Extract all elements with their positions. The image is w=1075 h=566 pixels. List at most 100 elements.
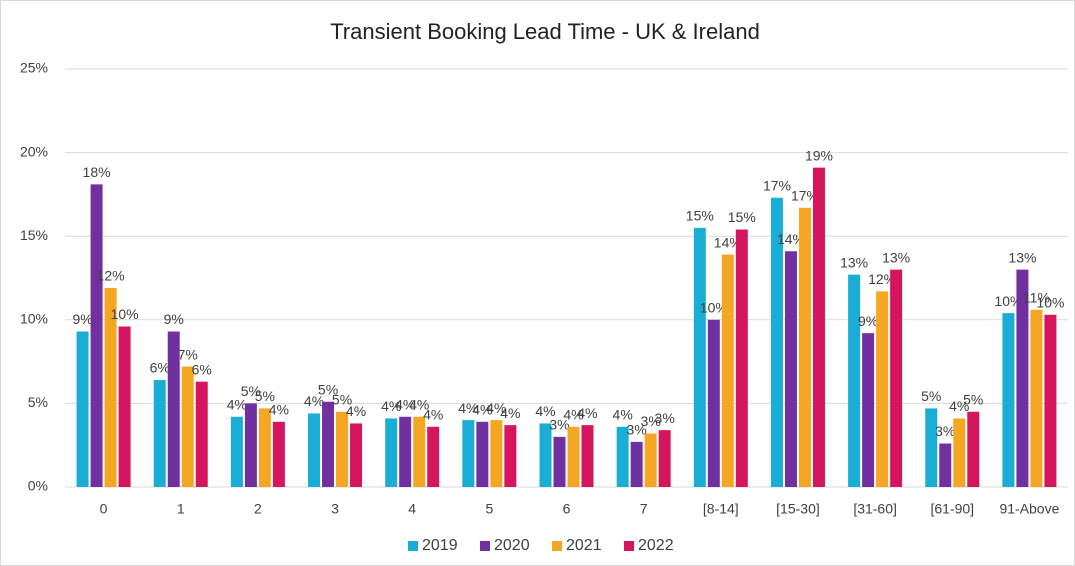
data-label: 17% bbox=[791, 187, 819, 203]
bar bbox=[644, 433, 657, 487]
bar bbox=[181, 366, 194, 487]
data-label: 4% bbox=[395, 396, 415, 412]
x-tick-label: [15-30] bbox=[776, 501, 820, 517]
data-label: 4% bbox=[346, 403, 366, 419]
bar bbox=[707, 319, 720, 487]
data-label: 5% bbox=[255, 388, 275, 404]
legend-label: 2021 bbox=[566, 537, 602, 554]
chart-title: Transient Booking Lead Time - UK & Irela… bbox=[330, 19, 760, 44]
bar bbox=[350, 423, 363, 487]
x-tick-label: 7 bbox=[640, 501, 648, 517]
data-label: 12% bbox=[97, 268, 125, 284]
bar bbox=[798, 207, 811, 487]
bar bbox=[967, 411, 980, 487]
bar bbox=[490, 420, 503, 487]
data-label: 6% bbox=[150, 360, 170, 376]
data-label: 4% bbox=[577, 405, 597, 421]
bar bbox=[1030, 309, 1043, 487]
data-label: 4% bbox=[486, 400, 506, 416]
bar bbox=[413, 416, 426, 487]
data-label: 4% bbox=[500, 405, 520, 421]
bar bbox=[258, 408, 271, 487]
bar bbox=[848, 274, 861, 487]
legend-swatch bbox=[624, 541, 634, 551]
data-label: 3% bbox=[641, 413, 661, 429]
legend-swatch bbox=[480, 541, 490, 551]
data-label: 5% bbox=[921, 388, 941, 404]
bar bbox=[953, 418, 966, 487]
x-tick-label: [8-14] bbox=[703, 501, 739, 517]
bar bbox=[462, 420, 475, 487]
bar bbox=[167, 331, 180, 487]
data-label: 5% bbox=[241, 383, 261, 399]
x-tick-label: 6 bbox=[563, 501, 571, 517]
x-tick-label: 0 bbox=[100, 501, 108, 517]
data-label: 10% bbox=[700, 300, 728, 316]
bar bbox=[308, 413, 321, 487]
bar bbox=[925, 408, 938, 487]
bar bbox=[812, 167, 825, 487]
bar bbox=[630, 441, 643, 487]
data-label: 4% bbox=[472, 401, 492, 417]
data-label: 13% bbox=[882, 249, 910, 265]
bar bbox=[616, 426, 629, 487]
data-label: 18% bbox=[83, 164, 111, 180]
bar bbox=[504, 425, 517, 487]
bar bbox=[581, 425, 594, 487]
data-label: 12% bbox=[868, 271, 896, 287]
bar bbox=[90, 184, 103, 488]
bar bbox=[862, 333, 875, 487]
data-label: 19% bbox=[805, 147, 833, 163]
bar bbox=[658, 430, 671, 487]
data-label: 6% bbox=[192, 361, 212, 377]
y-tick-label: 20% bbox=[20, 143, 48, 159]
data-label: 13% bbox=[840, 254, 868, 270]
bar bbox=[322, 401, 335, 487]
y-tick-label: 0% bbox=[28, 478, 48, 494]
bar bbox=[427, 426, 440, 487]
x-tick-label: [61-90] bbox=[930, 501, 974, 517]
data-label: 15% bbox=[728, 209, 756, 225]
data-label: 11% bbox=[1023, 289, 1050, 305]
bar bbox=[770, 197, 783, 487]
data-label: 15% bbox=[686, 208, 714, 224]
data-label: 4% bbox=[269, 401, 289, 417]
data-label: 13% bbox=[1008, 249, 1036, 265]
data-label: 9% bbox=[72, 311, 92, 327]
bar bbox=[399, 416, 412, 487]
data-label: 4% bbox=[563, 407, 583, 423]
data-label: 4% bbox=[227, 396, 247, 412]
data-label: 3% bbox=[655, 410, 675, 426]
data-label: 9% bbox=[858, 313, 878, 329]
data-label: 5% bbox=[963, 391, 983, 407]
data-label: 7% bbox=[178, 346, 198, 362]
legend-label: 2019 bbox=[422, 537, 458, 554]
y-tick-label: 15% bbox=[20, 227, 48, 243]
bar bbox=[104, 288, 117, 487]
bar bbox=[272, 421, 285, 487]
data-label: 4% bbox=[304, 393, 324, 409]
data-label: 14% bbox=[777, 231, 805, 247]
bar bbox=[539, 423, 552, 487]
data-label: 4% bbox=[613, 407, 633, 423]
data-label: 14% bbox=[714, 234, 742, 250]
data-label: 5% bbox=[318, 381, 338, 397]
x-tick-label: 91-Above bbox=[999, 501, 1059, 517]
bar bbox=[476, 421, 489, 487]
data-label: 3% bbox=[627, 422, 647, 438]
bar bbox=[336, 411, 349, 487]
bar bbox=[721, 254, 734, 487]
data-label: 4% bbox=[949, 398, 969, 414]
x-tick-label: 5 bbox=[485, 501, 493, 517]
y-tick-label: 5% bbox=[28, 394, 48, 410]
x-tick-label: 4 bbox=[408, 501, 416, 517]
bar bbox=[385, 418, 398, 487]
data-label: 5% bbox=[332, 391, 352, 407]
data-label: 4% bbox=[381, 398, 401, 414]
y-tick-label: 10% bbox=[20, 311, 48, 327]
bar bbox=[939, 443, 952, 487]
data-label: 10% bbox=[994, 293, 1022, 309]
bar bbox=[1002, 313, 1015, 487]
data-label: 9% bbox=[164, 311, 184, 327]
